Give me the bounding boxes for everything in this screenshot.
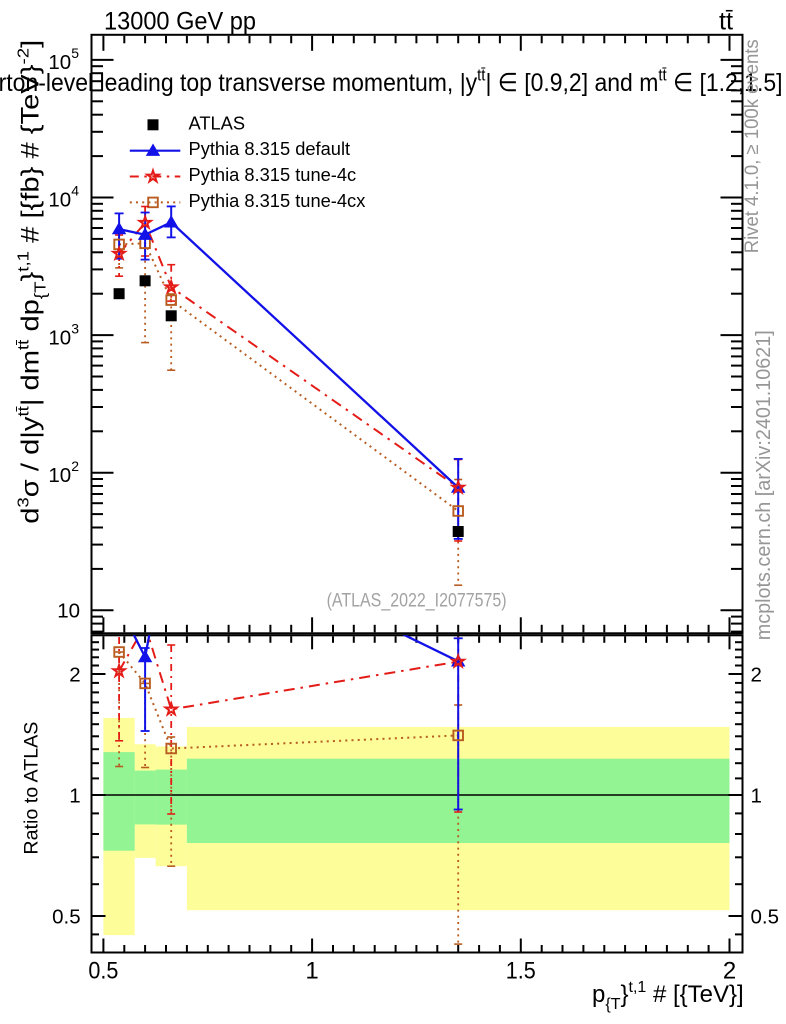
svg-text:10: 10 bbox=[57, 600, 80, 623]
svg-text:2: 2 bbox=[69, 663, 80, 686]
svg-text:0.5: 0.5 bbox=[52, 905, 81, 928]
svg-text:Ratio to ATLAS: Ratio to ATLAS bbox=[21, 722, 42, 855]
svg-text:1: 1 bbox=[305, 958, 318, 985]
svg-text:Pythia 8.315 default: Pythia 8.315 default bbox=[189, 138, 351, 159]
svg-text:d3σ / d|ytt̄| dmtt̄ dp{T}t,1 #: d3σ / d|ytt̄| dmtt̄ dp{T}t,1 # [{fb} # {… bbox=[16, 40, 50, 524]
svg-text:0.5: 0.5 bbox=[751, 905, 780, 928]
svg-text:Pythia 8.315 tune-4cx: Pythia 8.315 tune-4cx bbox=[189, 190, 366, 211]
svg-text:1: 1 bbox=[751, 784, 762, 807]
svg-text:2: 2 bbox=[751, 663, 762, 686]
svg-text:13000 GeV pp: 13000 GeV pp bbox=[104, 8, 256, 36]
svg-text:mcplots.cern.ch [arXiv:2401.10: mcplots.cern.ch [arXiv:2401.10621] bbox=[753, 330, 775, 640]
svg-text:ATLAS: ATLAS bbox=[189, 112, 246, 133]
svg-text:Rivet 4.1.0, ≥ 100k events: Rivet 4.1.0, ≥ 100k events bbox=[742, 39, 763, 253]
svg-text:tt̄: tt̄ bbox=[719, 8, 733, 36]
svg-text:p{T}t,1 # [{TeV}]: p{T}t,1 # [{TeV}] bbox=[592, 979, 744, 1013]
svg-text:1.5: 1.5 bbox=[506, 958, 536, 985]
svg-text:1: 1 bbox=[69, 784, 80, 807]
svg-text:0.5: 0.5 bbox=[88, 958, 118, 985]
svg-text:Pythia 8.315 tune-4c: Pythia 8.315 tune-4c bbox=[189, 164, 357, 185]
svg-text:Parton-level leading top trans: Parton-level leading top transverse mome… bbox=[0, 67, 783, 98]
svg-text:(ATLAS_2022_I2077575): (ATLAS_2022_I2077575) bbox=[327, 590, 507, 612]
svg-text:2: 2 bbox=[723, 958, 736, 985]
